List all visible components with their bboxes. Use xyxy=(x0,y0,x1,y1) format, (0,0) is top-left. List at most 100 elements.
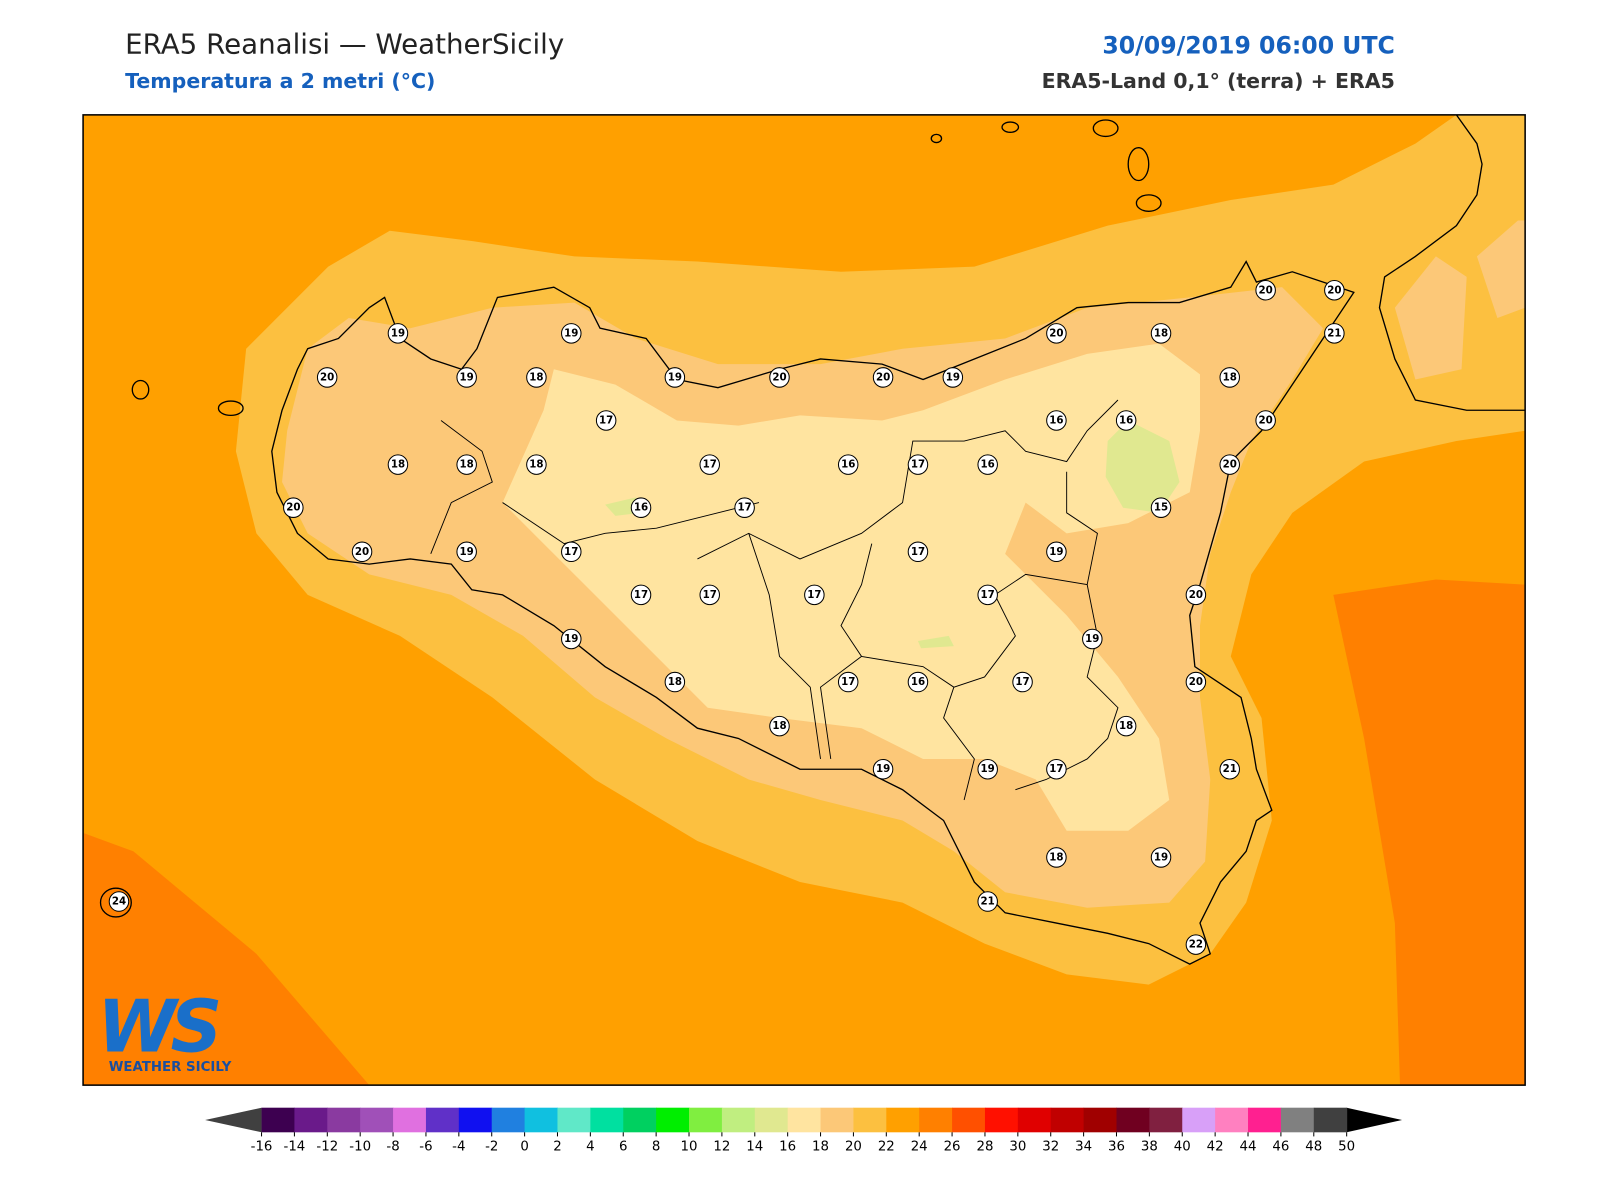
station-marker xyxy=(837,454,859,475)
colorbar-swatch xyxy=(261,1107,295,1133)
colorbar-swatch xyxy=(984,1107,1019,1133)
station-value: 24 xyxy=(112,896,126,908)
station-value: 19 xyxy=(876,763,890,775)
colorbar-tick-label: 18 xyxy=(812,1140,829,1155)
station-marker xyxy=(630,584,652,606)
datetime: 30/09/2019 06:00 UTC xyxy=(1102,31,1394,59)
station: 17 xyxy=(1046,758,1067,780)
station: 18 xyxy=(769,715,790,737)
station-value: 19 xyxy=(1154,851,1168,863)
station-marker xyxy=(977,891,998,912)
station-value: 17 xyxy=(911,546,925,558)
station-value: 18 xyxy=(460,459,474,471)
station: 18 xyxy=(1150,323,1172,344)
colorbar-swatch xyxy=(787,1107,822,1133)
colorbar-swatch xyxy=(689,1107,723,1133)
colorbar-swatch xyxy=(491,1107,526,1133)
island xyxy=(1001,121,1020,133)
station-marker xyxy=(699,454,720,475)
station: 20 xyxy=(1324,279,1345,301)
station: 20 xyxy=(769,367,790,388)
colorbar-tick-label: 22 xyxy=(878,1140,895,1155)
station-value: 20 xyxy=(1327,284,1341,296)
island xyxy=(930,133,943,144)
colorbar-swatch xyxy=(557,1107,591,1133)
station-marker xyxy=(1082,628,1103,650)
station-marker xyxy=(977,758,998,780)
station-value: 17 xyxy=(1015,676,1029,688)
colorbar-tick-label: -14 xyxy=(284,1140,306,1155)
station-marker xyxy=(526,454,547,475)
station-marker xyxy=(1219,454,1240,475)
station: 16 xyxy=(1115,410,1137,431)
station-marker xyxy=(1046,758,1067,780)
station-marker xyxy=(907,541,929,563)
colorbar-swatch xyxy=(919,1107,953,1133)
colorbar-tick-label: -12 xyxy=(316,1140,338,1155)
station: 16 xyxy=(1046,410,1067,431)
colorbar-tick-label: 42 xyxy=(1207,1140,1224,1155)
station-value: 20 xyxy=(1189,589,1203,601)
colorbar-swatch xyxy=(656,1107,690,1133)
island xyxy=(99,887,132,918)
station-value: 17 xyxy=(981,589,995,601)
station-marker xyxy=(1185,934,1207,955)
colorbar-swatch xyxy=(1050,1107,1085,1133)
station: 19 xyxy=(561,628,582,650)
colorbar-tick-label: 28 xyxy=(976,1140,993,1155)
station-marker xyxy=(664,671,686,693)
station: 20 xyxy=(283,497,304,518)
station-marker xyxy=(316,367,338,388)
station: 15 xyxy=(1150,497,1172,518)
colorbar-swatch xyxy=(294,1107,328,1133)
station: 17 xyxy=(1012,671,1033,693)
station-value: 17 xyxy=(807,589,821,601)
station: 17 xyxy=(595,410,617,431)
station-value: 18 xyxy=(772,720,786,732)
station: 20 xyxy=(351,541,373,563)
station-marker xyxy=(907,454,929,475)
station-value: 19 xyxy=(460,371,474,383)
station: 17 xyxy=(804,584,825,606)
station-marker xyxy=(1255,410,1276,431)
station-marker xyxy=(664,367,686,388)
colorbar-swatch xyxy=(820,1107,854,1133)
station-value: 19 xyxy=(1049,546,1063,558)
station-marker xyxy=(872,758,894,780)
band-24-26 xyxy=(83,832,370,1086)
station: 17 xyxy=(734,497,755,518)
station: 19 xyxy=(387,323,409,344)
colorbar-tick-label: 2 xyxy=(553,1140,561,1155)
colorbar-tick-label: 12 xyxy=(713,1140,730,1155)
station-marker xyxy=(561,541,582,563)
station-marker xyxy=(1150,323,1172,344)
station-value: 20 xyxy=(320,371,334,383)
station: 17 xyxy=(977,584,998,606)
station-value: 20 xyxy=(1189,676,1203,688)
station-value: 18 xyxy=(1119,720,1133,732)
colorbar-over xyxy=(1346,1107,1403,1133)
map-frame xyxy=(82,114,1526,1086)
station-marker xyxy=(1219,367,1240,388)
band-18-20 xyxy=(1476,220,1526,318)
station-value: 17 xyxy=(599,415,613,427)
subtitle: Temperatura a 2 metri (°C) xyxy=(125,69,435,93)
station: 18 xyxy=(526,367,547,388)
colorbar-tick-label: -6 xyxy=(419,1140,432,1155)
source: ERA5-Land 0,1° (terra) + ERA5 xyxy=(1042,69,1395,93)
station-marker xyxy=(1219,758,1240,780)
station-marker xyxy=(1046,323,1067,344)
station-value: 21 xyxy=(1327,327,1341,339)
colorbar-swatch xyxy=(425,1107,460,1133)
calabria-coast xyxy=(1378,114,1526,411)
station-value: 20 xyxy=(286,502,300,514)
station: 22 xyxy=(1185,934,1207,955)
station-marker xyxy=(872,367,894,388)
station: 17 xyxy=(907,454,929,475)
map: 19 19 20 19 18 19 20 20 19 20 18 20 20 21 18 20 17 16 16 18… xyxy=(83,114,1526,1086)
station-value: 21 xyxy=(1223,763,1237,775)
station-value: 15 xyxy=(1154,502,1168,514)
station: 20 xyxy=(1219,454,1240,475)
station: 20 xyxy=(1185,671,1207,693)
colorbar-tick-label: 10 xyxy=(681,1140,698,1155)
